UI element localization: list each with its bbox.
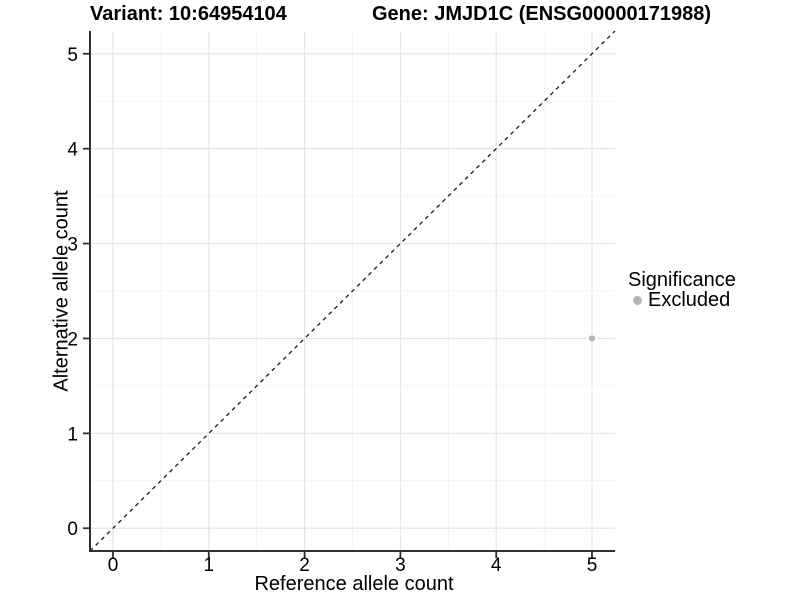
legend-title: Significance: [628, 269, 736, 291]
identity-line: [89, 30, 616, 552]
legend-item-excluded: Excluded: [628, 290, 736, 310]
x-tick-label: 2: [299, 555, 310, 576]
y-tick-label: 0: [67, 519, 78, 540]
plot-title-gene: Gene: JMJD1C (ENSG00000171988): [372, 3, 712, 25]
y-axis-title: Alternative allele count: [50, 190, 73, 392]
y-tick-label: 1: [67, 424, 78, 445]
legend: Significance Excluded: [628, 269, 736, 310]
legend-point-icon: [633, 295, 642, 305]
x-tick-label: 5: [587, 555, 598, 576]
x-tick-label: 3: [395, 555, 406, 576]
y-tick-label: 5: [67, 45, 78, 66]
y-tick-label: 2: [67, 329, 78, 350]
y-tick-label: 3: [67, 235, 78, 256]
x-tick-label: 1: [204, 555, 215, 576]
plot-title-variant: Variant: 10:64954104: [90, 3, 287, 25]
data-point: [588, 335, 596, 342]
x-tick-label: 0: [108, 555, 119, 576]
x-tick-label: 4: [491, 555, 502, 576]
x-axis-title: Reference allele count: [254, 573, 454, 595]
y-tick-label: 4: [67, 140, 78, 161]
legend-item-label: Excluded: [648, 289, 731, 311]
